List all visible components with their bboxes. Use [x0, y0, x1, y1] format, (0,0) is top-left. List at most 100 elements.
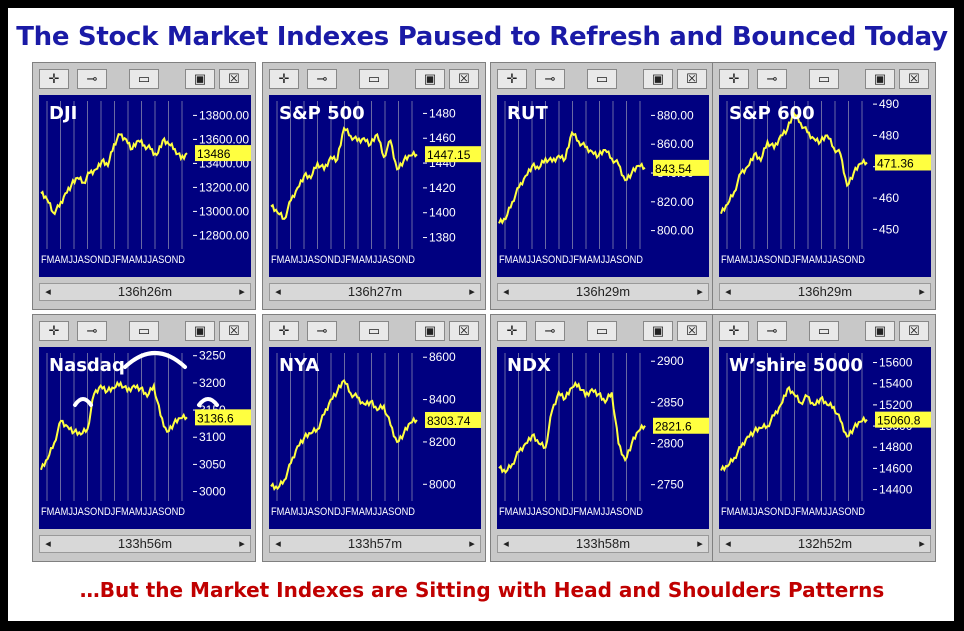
- chart-panel: ✛⊸▭▣☒3250320031503100305030003136.6Nasda…: [32, 314, 256, 562]
- series-line: [720, 111, 868, 215]
- index-name: RUT: [507, 103, 548, 124]
- move-icon[interactable]: ✛: [269, 321, 299, 341]
- pin-icon[interactable]: ⊸: [77, 69, 107, 89]
- scroll-left-arrow-icon[interactable]: ◂: [45, 286, 51, 298]
- scroll-left-arrow-icon[interactable]: ◂: [45, 538, 51, 550]
- close-button[interactable]: ☒: [899, 69, 929, 89]
- last-value-badge: [195, 145, 251, 162]
- series-line: [270, 378, 418, 492]
- maximize-button[interactable]: ▣: [643, 321, 673, 341]
- minimize-button[interactable]: ▭: [587, 321, 617, 341]
- pin-icon[interactable]: ⊸: [757, 321, 787, 341]
- close-button[interactable]: ☒: [219, 69, 249, 89]
- last-value-label: 1447.15: [427, 148, 471, 162]
- last-value-badge: [425, 146, 481, 163]
- scroll-right-arrow-icon[interactable]: ▸: [697, 538, 703, 550]
- close-button[interactable]: ☒: [449, 321, 479, 341]
- timeline-scrollbar[interactable]: ◂ 136h27m ▸: [269, 283, 481, 301]
- pin-icon[interactable]: ⊸: [77, 321, 107, 341]
- maximize-button[interactable]: ▣: [415, 69, 445, 89]
- index-name: S&P 500: [279, 103, 365, 124]
- series-line: [270, 126, 418, 220]
- chart-plot: 13800.0013600.0013400.0013200.0013000.00…: [39, 95, 251, 277]
- scroll-right-arrow-icon[interactable]: ▸: [697, 286, 703, 298]
- last-value-label: 2821.6: [655, 420, 692, 434]
- timeline-scrollbar[interactable]: ◂ 133h56m ▸: [39, 535, 251, 553]
- series-line: [40, 132, 188, 216]
- close-button[interactable]: ☒: [677, 321, 707, 341]
- minimize-button[interactable]: ▭: [809, 69, 839, 89]
- minimize-button[interactable]: ▭: [809, 321, 839, 341]
- scroll-left-arrow-icon[interactable]: ◂: [503, 538, 509, 550]
- index-name: W’shire 5000: [729, 355, 863, 376]
- maximize-button[interactable]: ▣: [865, 321, 895, 341]
- pin-icon[interactable]: ⊸: [307, 321, 337, 341]
- scroll-right-arrow-icon[interactable]: ▸: [239, 286, 245, 298]
- panel-toolbar: ✛ ⊸ ▭ ▣ ☒: [713, 315, 935, 345]
- x-tick-labels: FMAMJJASONDJFMAMJJASOND: [721, 506, 865, 518]
- y-tick-label: 14600: [879, 461, 913, 475]
- y-tick-label: 2800: [657, 437, 684, 451]
- x-tick-labels: FMAMJJASONDJFMAMJJASOND: [41, 254, 185, 266]
- chart-panel: ✛ ⊸ ▭ ▣ ☒ 2900 2850 2800 2750 2821.6 NDX FMAMJJASON…: [490, 314, 714, 562]
- panel-toolbar: ✛ ⊸ ▭ ▣ ☒: [491, 315, 713, 345]
- close-button[interactable]: ☒: [449, 69, 479, 89]
- minimize-button[interactable]: ▭: [587, 69, 617, 89]
- y-tick-label: 1400: [429, 206, 456, 220]
- close-button[interactable]: ☒: [899, 321, 929, 341]
- minimize-button[interactable]: ▭: [359, 69, 389, 89]
- scroll-right-arrow-icon[interactable]: ▸: [469, 286, 475, 298]
- move-icon[interactable]: ✛: [269, 69, 299, 89]
- y-tick-label: 13600.00: [199, 132, 249, 146]
- minimize-button[interactable]: ▭: [129, 69, 159, 89]
- pin-icon[interactable]: ⊸: [757, 69, 787, 89]
- y-tick-label: 880.00: [657, 108, 694, 122]
- timeline-scrollbar[interactable]: ◂ 133h57m ▸: [269, 535, 481, 553]
- chart-panel: ✛⊸▭▣☒15600154001520015000148001460014400…: [712, 314, 936, 562]
- scroll-right-arrow-icon[interactable]: ▸: [919, 538, 925, 550]
- scroll-left-arrow-icon[interactable]: ◂: [503, 286, 509, 298]
- y-tick-label: 460: [879, 191, 899, 205]
- pin-icon[interactable]: ⊸: [535, 69, 565, 89]
- y-tick-label: 13200.00: [199, 180, 249, 194]
- scroll-right-arrow-icon[interactable]: ▸: [469, 538, 475, 550]
- chart-panel: ✛ ⊸ ▭ ▣ ☒ 13800.00 13600.00 13400.00 13200.00 130…: [32, 62, 256, 310]
- minimize-button[interactable]: ▭: [359, 321, 389, 341]
- timeline-scrollbar[interactable]: ◂ 132h52m ▸: [719, 535, 931, 553]
- minimize-button[interactable]: ▭: [129, 321, 159, 341]
- move-icon[interactable]: ✛: [719, 321, 749, 341]
- move-icon[interactable]: ✛: [719, 69, 749, 89]
- move-icon[interactable]: ✛: [497, 321, 527, 341]
- pin-icon[interactable]: ⊸: [535, 321, 565, 341]
- maximize-button[interactable]: ▣: [643, 69, 673, 89]
- maximize-button[interactable]: ▣: [865, 69, 895, 89]
- timeline-scrollbar[interactable]: ◂ 136h29m ▸: [497, 283, 709, 301]
- y-tick-label: 480: [879, 128, 899, 142]
- maximize-button[interactable]: ▣: [185, 321, 215, 341]
- y-tick-label: 3200: [199, 376, 226, 390]
- y-tick-label: 820.00: [657, 195, 694, 209]
- maximize-button[interactable]: ▣: [415, 321, 445, 341]
- scroll-right-arrow-icon[interactable]: ▸: [239, 538, 245, 550]
- scroll-right-arrow-icon[interactable]: ▸: [919, 286, 925, 298]
- scroll-left-arrow-icon[interactable]: ◂: [725, 286, 731, 298]
- maximize-button[interactable]: ▣: [185, 69, 215, 89]
- x-tick-labels: FMAMJJASONDJFMAMJJASOND: [499, 254, 643, 266]
- close-button[interactable]: ☒: [219, 321, 249, 341]
- scroll-left-arrow-icon[interactable]: ◂: [725, 538, 731, 550]
- scroll-left-arrow-icon[interactable]: ◂: [275, 286, 281, 298]
- move-icon[interactable]: ✛: [39, 69, 69, 89]
- last-value-badge: [425, 411, 481, 428]
- close-button[interactable]: ☒: [677, 69, 707, 89]
- timer-label: 133h56m: [117, 536, 173, 551]
- move-icon[interactable]: ✛: [497, 69, 527, 89]
- move-icon[interactable]: ✛: [39, 321, 69, 341]
- pin-icon[interactable]: ⊸: [307, 69, 337, 89]
- timeline-scrollbar[interactable]: ◂ 133h58m ▸: [497, 535, 709, 553]
- timeline-scrollbar[interactable]: ◂ 136h26m ▸: [39, 283, 251, 301]
- y-tick-label: 1380: [429, 231, 456, 245]
- last-value-badge: [195, 409, 251, 426]
- right-shoulder-arc: [197, 397, 219, 407]
- timeline-scrollbar[interactable]: ◂ 136h29m ▸: [719, 283, 931, 301]
- scroll-left-arrow-icon[interactable]: ◂: [275, 538, 281, 550]
